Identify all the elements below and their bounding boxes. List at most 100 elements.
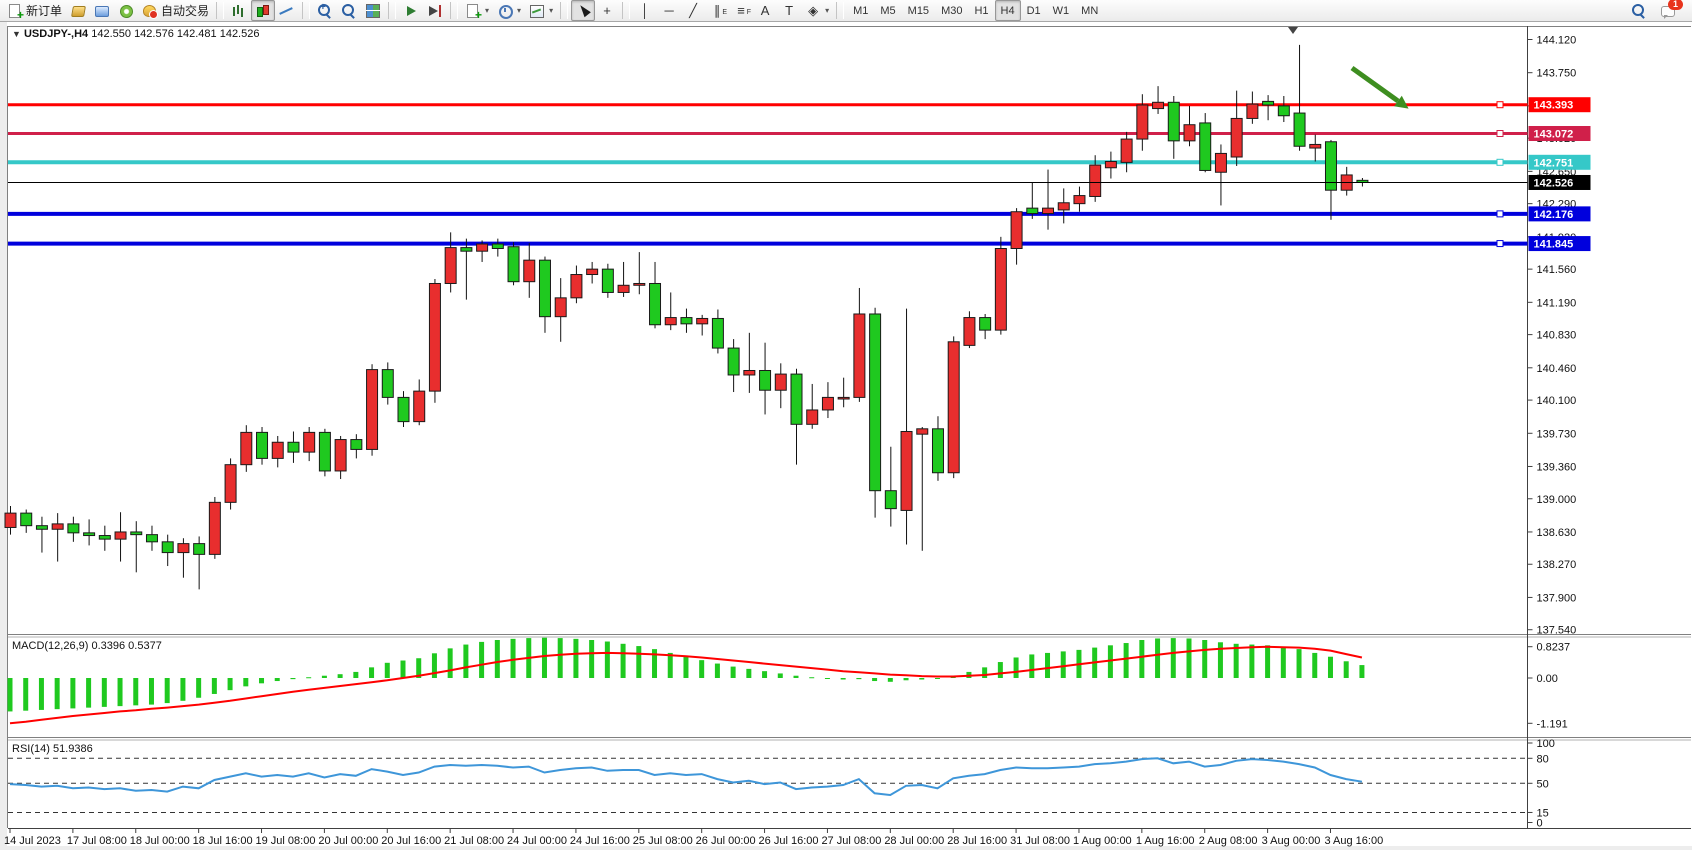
auto-scroll-button[interactable] — [399, 0, 423, 21]
chart-canvas: 144.120143.750143.380143.020142.650142.2… — [0, 22, 1692, 850]
macd-histogram-bar — [211, 678, 217, 694]
chevron-down-icon[interactable]: ▾ — [517, 6, 522, 15]
macd-histogram-bar — [101, 678, 107, 707]
price-tick-label: 143.750 — [1537, 68, 1577, 80]
macd-histogram-bar — [1233, 643, 1239, 678]
bottom-margin — [0, 846, 1692, 850]
candle-bull — [1073, 195, 1086, 205]
crosshair-button[interactable]: + — [595, 0, 619, 21]
line-chart-button[interactable] — [275, 0, 299, 21]
hline-handle[interactable] — [1496, 101, 1504, 109]
timeframe-m1-button[interactable]: M1 — [853, 4, 869, 17]
new-order-button[interactable]: 新订单 — [3, 0, 66, 22]
chart-title: ▼ USDJPY-,H4 142.550 142.576 142.481 142… — [12, 28, 259, 40]
macd-histogram-bar — [620, 643, 626, 678]
trendline-button[interactable]: ╱ — [681, 0, 705, 21]
candle-bear — [83, 532, 96, 537]
zoom-out-button[interactable] — [337, 0, 361, 21]
macd-signal-line — [9, 645, 1363, 725]
candle-bull — [633, 282, 646, 286]
candle-bear — [790, 373, 803, 425]
timeframe-w1-button[interactable]: W1 — [1052, 4, 1070, 17]
candle-bear — [1199, 122, 1212, 171]
hline-price-label-bg — [1528, 126, 1591, 142]
candle-bull — [523, 259, 536, 283]
macd-histogram-bar — [306, 677, 312, 679]
templates-button[interactable]: ▾ — [525, 0, 557, 21]
macd-histogram-bar — [573, 638, 579, 678]
candle-bear — [381, 369, 394, 398]
timeframe-d1-button[interactable]: D1 — [1026, 4, 1041, 17]
macd-histogram-bar — [856, 678, 862, 680]
macd-histogram-bar — [1170, 638, 1176, 678]
fibonacci-icon: ≡ F — [737, 2, 752, 18]
candle-bear — [1262, 100, 1275, 106]
hline-handle[interactable] — [1496, 240, 1504, 248]
cursor-button[interactable] — [571, 0, 596, 21]
timeframe-h1-button[interactable]: H1 — [974, 4, 989, 17]
macd-histogram-bar — [652, 649, 658, 678]
time-axis-label: 28 Jul 00:00 — [884, 835, 944, 847]
chevron-down-icon[interactable]: ▾ — [825, 6, 830, 15]
macd-histogram-bar — [337, 674, 343, 678]
chat-button[interactable]: 1 — [1657, 0, 1683, 21]
search-button[interactable] — [1627, 0, 1651, 21]
macd-histogram-bar — [636, 646, 642, 678]
time-axis-label: 19 Jul 08:00 — [256, 835, 316, 847]
rsi-line — [9, 757, 1363, 797]
tile-windows-button[interactable] — [361, 0, 385, 21]
label-button[interactable]: T — [777, 0, 801, 21]
text-button[interactable]: A — [753, 0, 777, 21]
timeframe-mn-button[interactable]: MN — [1081, 4, 1099, 17]
market-watch-button[interactable] — [90, 0, 114, 21]
hline-handle[interactable] — [1496, 210, 1504, 218]
candle-bear — [35, 525, 48, 530]
periods-button[interactable]: ▾ — [493, 0, 525, 21]
hline-handle[interactable] — [1496, 158, 1504, 166]
timeframe-m5-button[interactable]: M5 — [880, 4, 896, 17]
timeframe-m30-button[interactable]: M30 — [941, 4, 963, 17]
macd-histogram-bar — [259, 678, 265, 684]
chart-shift-button[interactable] — [423, 0, 447, 21]
channel-button[interactable]: ∥ E — [705, 0, 729, 21]
macd-histogram-bar — [54, 678, 60, 710]
search-icon — [1631, 3, 1647, 19]
notification-badge: 1 — [1668, 0, 1683, 10]
candle-bear — [287, 441, 300, 453]
auto-scroll-icon — [403, 3, 419, 19]
shapes-button[interactable]: ◈ ▾ — [801, 0, 833, 21]
timeframe-h4-button[interactable]: H4 — [994, 0, 1021, 21]
candle-bear — [711, 317, 724, 349]
vertical-line-button[interactable]: │ — [633, 0, 657, 21]
chevron-down-icon[interactable]: ▾ — [485, 6, 490, 15]
hline-handle[interactable] — [1496, 130, 1504, 138]
fibonacci-button[interactable]: ≡ F — [729, 0, 753, 21]
price-tick-label: 139.730 — [1537, 428, 1577, 440]
toolbar-separator — [560, 2, 569, 19]
sound-button[interactable] — [66, 0, 90, 21]
macd-histogram-bar — [494, 640, 500, 678]
candle-bear — [884, 490, 897, 510]
macd-histogram-bar — [589, 640, 595, 678]
candle-bull — [208, 501, 221, 555]
zoom-in-button[interactable] — [313, 0, 337, 21]
candle-bull — [51, 523, 64, 530]
candle-bull — [570, 274, 583, 299]
candle-bull — [774, 373, 787, 391]
chevron-down-icon[interactable]: ▾ — [549, 6, 554, 15]
candle-bear — [193, 543, 206, 555]
collapse-arrow-icon[interactable]: ▼ — [12, 29, 21, 39]
price-tick-label: 139.360 — [1537, 461, 1577, 473]
macd-histogram-bar — [1107, 645, 1113, 678]
signal-button[interactable] — [114, 0, 138, 21]
annotation-arrow-head[interactable] — [1394, 95, 1409, 109]
timeframe-m15-button[interactable]: M15 — [907, 4, 930, 17]
indicators-button[interactable]: ▾ — [461, 0, 493, 22]
macd-histogram-bar — [541, 637, 547, 678]
autotrade-button[interactable]: 自动交易 — [138, 0, 213, 21]
periods-icon — [497, 3, 514, 19]
horizontal-line-button[interactable]: ─ — [657, 0, 681, 21]
candlestick-button[interactable] — [251, 0, 276, 21]
bar-chart-button[interactable] — [227, 0, 251, 21]
macd-histogram-bar — [777, 673, 783, 678]
